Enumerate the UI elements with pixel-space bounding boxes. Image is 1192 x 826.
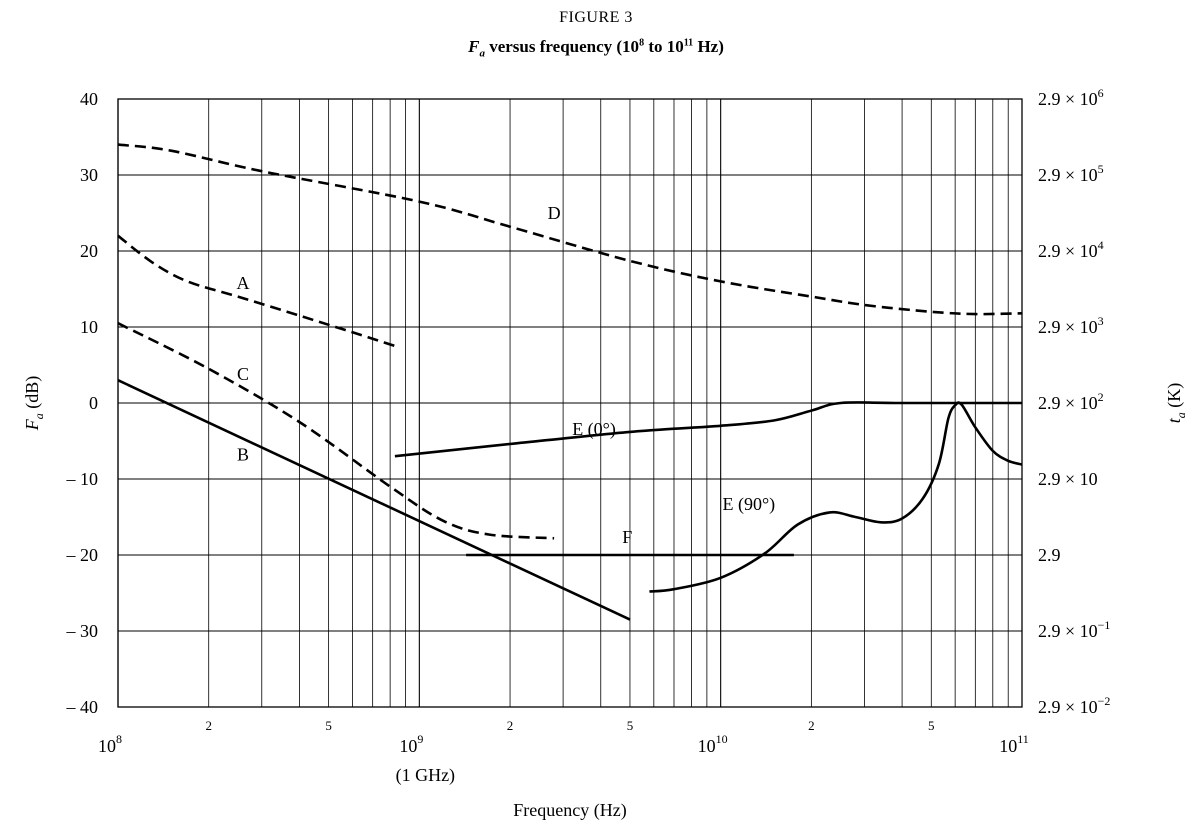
figure-label: FIGURE 3 xyxy=(559,9,633,26)
y-tick-label-left: – 10 xyxy=(66,469,99,489)
title-end: Hz) xyxy=(693,37,724,56)
x-tick-label-exp: 9 xyxy=(417,732,423,746)
series-line-e-90 xyxy=(649,401,1023,593)
series-line-e-0 xyxy=(394,401,1022,458)
x-tick-label: 109 xyxy=(399,732,423,756)
x-tick-label: 108 xyxy=(98,732,122,756)
x-tick-label-base: 10 xyxy=(999,736,1017,756)
y-tick-label-right: 2.9 × 104 xyxy=(1038,238,1104,261)
series-label-b: B xyxy=(237,445,249,465)
y-tick-label-right-exp: 4 xyxy=(1098,238,1104,252)
y-axis-label-left-rest: (dB) xyxy=(22,376,43,414)
series-line-d xyxy=(117,143,1023,316)
y-tick-label-right-base: 2.9 × 10 xyxy=(1038,165,1098,185)
y-tick-label-left: – 20 xyxy=(66,545,99,565)
y-tick-label-right-base: 2.9 xyxy=(1038,545,1061,565)
y-axis-label-left-sub: a xyxy=(32,413,46,419)
y-axis-label-right-sub: a xyxy=(1174,412,1188,418)
title-fa: F xyxy=(468,37,480,56)
x-axis-label: Frequency (Hz) xyxy=(513,800,626,821)
y-tick-label-right-exp: 3 xyxy=(1098,314,1104,328)
y-tick-label-right-base: 2.9 × 10 xyxy=(1038,621,1098,641)
x-tick-label-base: 10 xyxy=(98,736,116,756)
y-tick-label-right-base: 2.9 × 10 xyxy=(1038,241,1098,261)
series-label-d: D xyxy=(548,203,561,223)
y-tick-label-right: 2.9 × 103 xyxy=(1038,314,1104,337)
title-mid: versus frequency (10 xyxy=(484,37,640,56)
y-tick-label-left: 10 xyxy=(80,317,98,337)
y-tick-label-right: 2.9 × 105 xyxy=(1038,162,1104,185)
chart-title: Fa versus frequency (108 to 1011 Hz) xyxy=(0,37,1192,59)
x-minor-tick-label: 5 xyxy=(627,718,634,733)
x-tick-label-exp: 8 xyxy=(116,732,122,746)
x-tick-label: 1010 xyxy=(698,732,728,756)
y-tick-label-right-base: 2.9 × 10 xyxy=(1038,697,1098,717)
y-tick-label-left: 0 xyxy=(89,393,98,413)
y-tick-label-right: 2.9 × 10−1 xyxy=(1038,618,1110,641)
y-axis-label-right-rest: (K) xyxy=(1164,383,1185,413)
y-tick-label-right-base: 2.9 × 10 xyxy=(1038,393,1098,413)
series-label-e-0: E (0°) xyxy=(572,419,616,440)
y-tick-label-right-exp: 2 xyxy=(1098,390,1104,404)
x-tick-label-base: 10 xyxy=(399,736,417,756)
x-minor-tick-label: 5 xyxy=(928,718,935,733)
title-exp2: 11 xyxy=(683,37,694,49)
y-tick-label-left: – 40 xyxy=(66,697,99,717)
x-tick-label-base: 10 xyxy=(698,736,716,756)
y-axis-label-left: Fa (dB) xyxy=(22,376,46,432)
x-axis-note: (1 GHz) xyxy=(396,765,455,786)
title-fa-sub: a xyxy=(479,47,485,60)
y-tick-label-right: 2.9 × 102 xyxy=(1038,390,1104,413)
series-label-f: F xyxy=(622,527,632,547)
x-tick-label-exp: 10 xyxy=(716,732,728,746)
title-to: to 10 xyxy=(644,37,684,56)
series-line-b xyxy=(117,379,631,621)
y-tick-label-right-base: 2.9 × 10 xyxy=(1038,469,1098,489)
x-minor-tick-label: 2 xyxy=(808,718,815,733)
y-tick-label-right-exp: 5 xyxy=(1098,162,1104,176)
series-label-a: A xyxy=(237,273,250,293)
y-tick-label-right-base: 2.9 × 10 xyxy=(1038,89,1098,109)
y-axis-label-left-main: F xyxy=(22,418,42,431)
y-tick-label-right: 2.9 × 10−2 xyxy=(1038,694,1110,717)
y-tick-label-right-exp: 6 xyxy=(1098,86,1104,100)
y-tick-label-left: – 30 xyxy=(66,621,99,641)
y-tick-label-left: 20 xyxy=(80,241,98,261)
y-tick-label-left: 30 xyxy=(80,165,98,185)
series-label-c: C xyxy=(237,364,249,384)
x-minor-tick-label: 5 xyxy=(325,718,332,733)
y-tick-label-right-base: 2.9 × 10 xyxy=(1038,317,1098,337)
y-axis-label-right-main: t xyxy=(1164,417,1184,423)
x-tick-label: 1011 xyxy=(999,732,1029,756)
y-axis-label-right: ta (K) xyxy=(1164,383,1188,424)
series-line-c xyxy=(117,322,555,540)
series-label-e-90: E (90°) xyxy=(722,494,775,515)
y-tick-label-right-exp: −2 xyxy=(1098,694,1111,708)
y-tick-label-right: 2.9 xyxy=(1038,545,1061,565)
x-tick-label-exp: 11 xyxy=(1017,732,1029,746)
y-tick-label-right-exp: −1 xyxy=(1098,618,1111,632)
title-exp1: 8 xyxy=(639,37,645,49)
y-tick-label-right: 2.9 × 10 xyxy=(1038,469,1098,489)
series-line-a xyxy=(117,234,396,348)
x-minor-tick-label: 2 xyxy=(507,718,514,733)
y-tick-label-left: 40 xyxy=(80,89,98,109)
y-tick-label-right: 2.9 × 106 xyxy=(1038,86,1104,109)
x-minor-tick-label: 2 xyxy=(205,718,212,733)
